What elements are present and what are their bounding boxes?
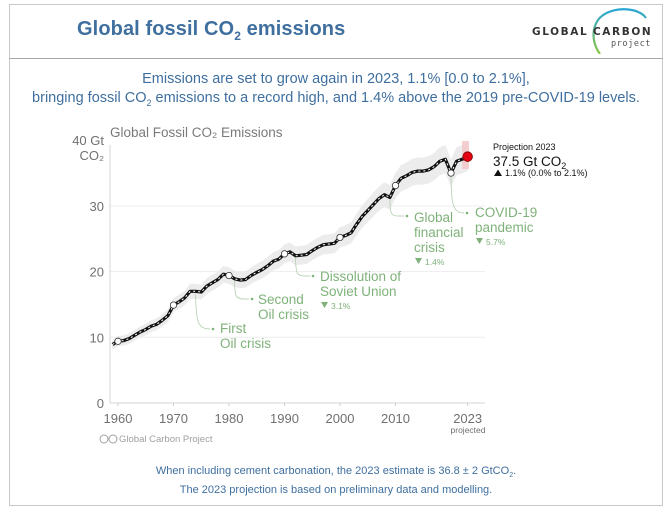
annotation-financial-crisis-line-1: Global: [414, 210, 453, 225]
annotation-soviet-union-line-1: Dissolution of: [320, 269, 401, 284]
y-ticks: 0 10 20 30: [90, 199, 104, 411]
leader-dot-soviet-union: [311, 274, 315, 278]
headline-line-2: bringing fossil CO2 emissions to a recor…: [10, 89, 662, 113]
annotation-leaders: [195, 175, 469, 331]
x-tick-label-1970: 1970: [159, 411, 188, 426]
logo-word-carbon: CARBON: [593, 26, 653, 38]
credit: Global Carbon Project: [99, 434, 213, 445]
leader-soviet-union: [295, 257, 311, 277]
emissions-line-group: [111, 155, 469, 346]
grid-lines: [110, 205, 485, 338]
x-tick-label-1960: 1960: [104, 411, 133, 426]
global-carbon-project-logo-arc: [592, 8, 647, 54]
annotation-first-oil-crisis-line-1: First: [220, 321, 246, 336]
data-point-1980: [225, 271, 233, 280]
x-tick-label-1980: 1980: [215, 411, 244, 426]
uncertainty-band: [112, 142, 468, 350]
annotation-covid-19-change: 5.7%: [486, 237, 506, 247]
slide-frame: [9, 4, 663, 506]
leader-financial-crisis: [389, 199, 405, 217]
leader-dot-second-oil-crisis: [250, 297, 254, 301]
cc-license-icon: [99, 434, 109, 444]
header-divider: [9, 58, 663, 59]
projection-change: 1.1% (0.0% to 2.1%): [505, 168, 588, 178]
data-point-1990: [280, 250, 289, 258]
logo-word-global: GLOBAL: [532, 26, 589, 38]
annotation-second-oil-crisis-line-2: Oil crisis: [258, 307, 309, 322]
leader-first-oil-crisis: [195, 293, 211, 330]
projection-value-text: 37.5 Gt CO: [493, 154, 561, 169]
y-tick-label-0: 0: [97, 396, 104, 411]
data-point-2020: [447, 169, 455, 177]
annotation-covid-19-line-2: pandemic: [475, 220, 534, 235]
headline-text: bringing fossil CO: [32, 90, 147, 106]
footnote-line-2: The 2023 projection is based on prelimin…: [179, 484, 493, 496]
headline-text-suffix: emissions to a record high, and 1.4% abo…: [151, 90, 640, 106]
headline-subscript: 2: [146, 98, 152, 108]
annotation-second-oil-crisis-line-1: Second: [258, 292, 304, 307]
up-triangle-icon: [494, 169, 502, 176]
annotation-financial-crisis-line-3: crisis: [414, 240, 445, 255]
title-text: Global fossil CO: [77, 18, 235, 40]
x-tick-label-2000: 2000: [326, 411, 355, 426]
y-tick-label-10: 10: [90, 330, 104, 345]
projection-label: Projection 2023: [493, 142, 556, 152]
footnote-line-1: When including cement carbonation, the 2…: [10, 464, 662, 483]
footnote-text: When including cement carbonation, the 2…: [155, 465, 510, 477]
footnote-text-suffix: .: [513, 465, 517, 477]
down-triangle-icon: [476, 238, 483, 244]
x-tick-label-2023: 2023: [453, 411, 482, 426]
leader-dot-first-oil-crisis: [211, 327, 215, 331]
uncertainty-band-group: [112, 142, 468, 350]
title-subscript: 2: [234, 29, 241, 43]
projection-callout: Projection 2023 37.5 Gt CO2 1.1% (0.0% t…: [493, 142, 588, 178]
footnote: When including cement carbonation, the 2…: [10, 464, 662, 497]
y-axis-label-line2: CO₂: [79, 148, 104, 163]
annotation-covid-19-line-1: COVID-19: [475, 205, 537, 220]
y-tick-label-20: 20: [90, 265, 104, 280]
footnote-subscript: 2: [509, 472, 514, 479]
slide-title: Global fossil CO2 emissions: [77, 18, 345, 43]
y-axis-label-line1: 40 Gt: [72, 133, 104, 148]
down-triangle-icon: [321, 302, 328, 308]
projection-value-subscript: 2: [561, 161, 566, 171]
data-point-1960: [114, 337, 122, 345]
leader-second-oil-crisis: [234, 280, 250, 300]
projection-value: 37.5 Gt CO2: [493, 154, 566, 171]
projection-2023-point: [462, 151, 473, 162]
leader-dot-financial-crisis: [405, 214, 409, 218]
data-point-2000: [336, 233, 344, 242]
logo-word-project: project: [611, 39, 652, 49]
annotation-first-oil-crisis-line-2: Oil crisis: [220, 336, 271, 351]
title-text-suffix: emissions: [240, 18, 346, 40]
x-ticks: 1960 1970 1980 1990 2000 2010 2023: [104, 403, 482, 426]
x-tick-label-1990: 1990: [270, 411, 299, 426]
annotation-financial-crisis-change: 1.4%: [425, 257, 445, 267]
data-point-1970: [169, 301, 178, 309]
leader-dot-covid-19: [465, 211, 469, 215]
y-tick-label-30: 30: [90, 199, 104, 214]
leader-covid-19: [450, 175, 465, 214]
credit-text: Global Carbon Project: [119, 434, 213, 445]
x-tick-sublabel-projected: projected: [451, 425, 486, 435]
annotation-soviet-union-change: 3.1%: [331, 301, 351, 311]
x-tick-label-2010: 2010: [381, 411, 410, 426]
decade-markers: [114, 151, 473, 345]
data-point-2010: [391, 181, 400, 190]
chart-title: Global Fossil CO₂ Emissions: [110, 125, 283, 140]
by-license-icon: [108, 434, 118, 444]
headline-line-1: Emissions are set to grow again in 2023,…: [142, 71, 530, 87]
emissions-line-dashes: [112, 156, 468, 345]
annotation-financial-crisis-line-2: financial: [414, 225, 464, 240]
down-triangle-icon: [415, 258, 422, 264]
headline-summary: Emissions are set to grow again in 2023,…: [10, 70, 662, 113]
annotation-soviet-union-line-2: Soviet Union: [320, 284, 397, 299]
